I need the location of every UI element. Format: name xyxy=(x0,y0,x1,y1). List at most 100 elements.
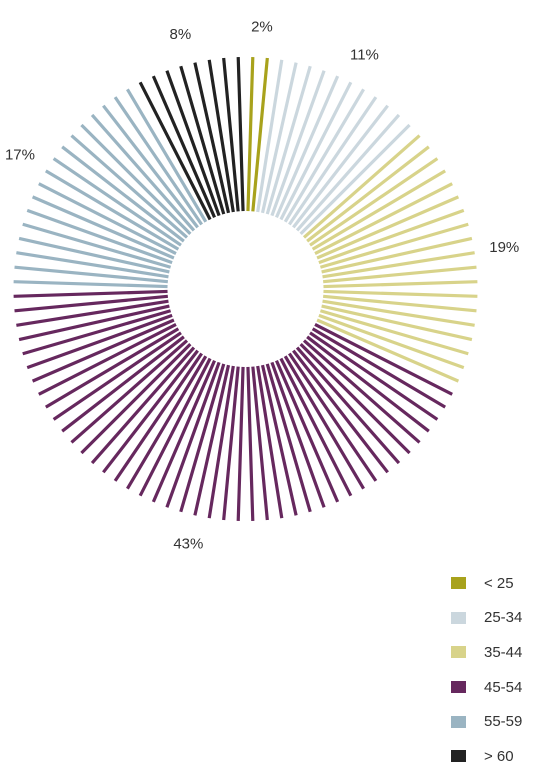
chart-line-4-7 xyxy=(38,182,177,256)
legend-swatch-25-34 xyxy=(451,611,466,624)
chart-line-3-34 xyxy=(44,327,180,409)
chart-line-3-21 xyxy=(193,364,231,516)
chart-line-4-0 xyxy=(13,280,168,289)
chart-line-2-8 xyxy=(321,236,473,274)
chart-line-3-38 xyxy=(22,309,172,356)
chart-line-3-41 xyxy=(14,294,169,313)
chart-line-2-7 xyxy=(319,222,469,269)
chart-line-3-15 xyxy=(256,365,284,519)
chart-line-3-27 xyxy=(113,352,203,482)
chart-line-4-3 xyxy=(18,236,170,274)
legend-label-over-60: > 60 xyxy=(484,747,514,765)
chart-line-4-6 xyxy=(31,195,175,260)
chart-line-3-14 xyxy=(260,364,298,516)
legend-swatch-under-25 xyxy=(451,577,466,590)
chart-line-3-17 xyxy=(246,366,255,521)
chart-line-4-14 xyxy=(102,104,199,229)
chart-line-3-18 xyxy=(236,366,245,521)
chart-line-3-31 xyxy=(70,339,189,444)
chart-line-4-15 xyxy=(113,96,203,226)
chart-line-3-7 xyxy=(292,349,389,474)
chart-line-4-16 xyxy=(126,88,208,223)
chart-line-1-6 xyxy=(283,88,365,223)
chart-line-5-4 xyxy=(193,62,231,214)
chart-line-2-10 xyxy=(322,265,477,284)
chart-line-4-10 xyxy=(61,145,185,243)
chart-line-1-8 xyxy=(292,104,389,229)
chart-line-3-19 xyxy=(222,366,240,521)
chart-line-4-13 xyxy=(90,113,196,232)
chart-line-1-10 xyxy=(299,123,411,235)
chart-line-2-3 xyxy=(311,169,447,251)
chart-line-5-1 xyxy=(151,75,216,219)
chart-line-1-4 xyxy=(275,75,340,219)
chart-line-4-8 xyxy=(44,169,180,251)
chart-line-3-1 xyxy=(311,327,447,409)
chart-line-0-1 xyxy=(251,57,269,212)
chart-line-2-14 xyxy=(322,299,475,327)
chart-line-3-0 xyxy=(314,322,453,396)
chart-line-4-5 xyxy=(26,208,173,265)
legend-label-under-25: < 25 xyxy=(484,574,514,592)
chart-line-3-10 xyxy=(279,357,353,497)
chart-line-4-4 xyxy=(22,222,172,269)
chart-line-3-42 xyxy=(13,289,168,298)
chart-line-3-22 xyxy=(179,363,226,513)
chart-percent-labels: 2% 11% 19% 43% 17% 8% xyxy=(5,18,519,552)
chart-line-0-0 xyxy=(246,57,255,212)
legend-swatch-35-44 xyxy=(451,646,466,659)
legend-item-45-54: 45-54 xyxy=(451,670,522,705)
legend-item-under-25: < 25 xyxy=(451,566,522,601)
chart-line-3-8 xyxy=(288,352,378,482)
chart-line-5-7 xyxy=(236,57,245,212)
chart-line-3-3 xyxy=(306,335,430,433)
legend-item-over-60: > 60 xyxy=(451,739,522,774)
chart-line-2-17 xyxy=(318,313,465,370)
chart-line-3-12 xyxy=(270,361,326,508)
chart-line-3-28 xyxy=(102,349,199,474)
chart-line-4-1 xyxy=(14,265,169,284)
chart-line-4-9 xyxy=(52,157,182,247)
radial-pie-chart: 2% 11% 19% 43% 17% 8% xyxy=(5,18,519,552)
percent-label-1: 11% xyxy=(350,47,379,64)
chart-line-5-0 xyxy=(138,81,212,221)
chart-line-1-9 xyxy=(295,113,401,232)
chart-line-2-4 xyxy=(314,182,453,256)
chart-line-3-11 xyxy=(275,359,340,503)
chart-line-4-2 xyxy=(16,251,169,279)
chart-line-1-2 xyxy=(265,65,312,215)
chart-line-3-20 xyxy=(207,365,235,519)
chart-line-3-9 xyxy=(283,355,365,490)
chart-line-3-26 xyxy=(126,355,208,490)
chart-line-2-1 xyxy=(306,145,430,243)
percent-label-3: 43% xyxy=(173,536,203,553)
chart-line-3-37 xyxy=(26,313,173,370)
chart-line-5-2 xyxy=(165,70,221,217)
chart-line-5-6 xyxy=(222,57,240,212)
legend-swatch-over-60 xyxy=(451,750,466,763)
legend-label-55-59: 55-59 xyxy=(484,713,523,731)
chart-line-5-3 xyxy=(179,65,226,215)
chart-line-3-25 xyxy=(138,357,212,497)
chart-line-2-0 xyxy=(302,134,421,239)
chart-line-3-16 xyxy=(251,366,269,521)
percent-label-2: 19% xyxy=(489,239,519,256)
chart-line-3-6 xyxy=(295,346,401,465)
chart-line-3-13 xyxy=(265,363,312,513)
chart-line-2-13 xyxy=(322,294,477,313)
chart-line-1-5 xyxy=(279,81,353,221)
legend-swatch-55-59 xyxy=(451,715,466,728)
chart-line-2-9 xyxy=(322,251,475,279)
chart-line-2-5 xyxy=(316,195,460,260)
chart-line-3-2 xyxy=(309,331,439,421)
chart-line-2-15 xyxy=(321,304,473,342)
chart-line-3-40 xyxy=(16,299,169,327)
chart-line-1-1 xyxy=(260,62,298,214)
chart-line-2-11 xyxy=(323,280,478,289)
chart-line-3-35 xyxy=(38,322,177,396)
chart-line-1-3 xyxy=(270,70,326,217)
chart-line-3-29 xyxy=(90,346,196,465)
chart-line-5-5 xyxy=(207,59,235,213)
legend-item-25-34: 25-34 xyxy=(451,601,522,636)
chart-line-2-18 xyxy=(316,318,460,383)
